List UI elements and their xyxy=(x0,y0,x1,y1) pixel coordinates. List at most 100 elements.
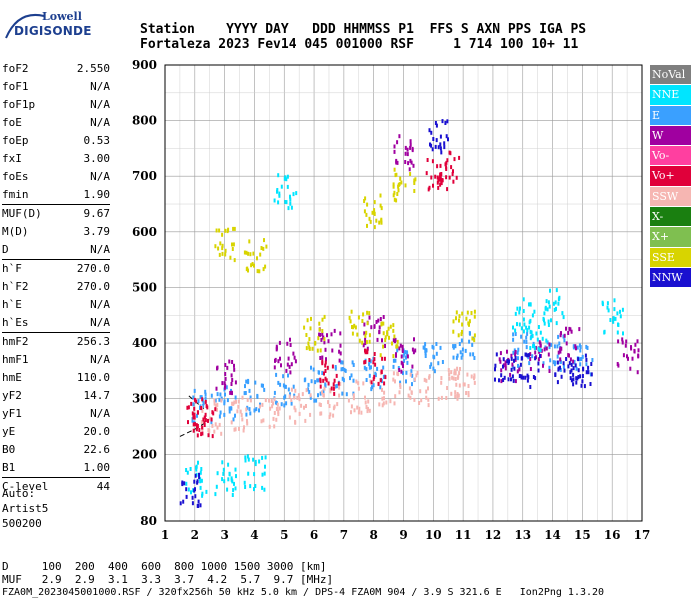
legend-item: Vo- xyxy=(650,146,691,167)
echo-point xyxy=(234,427,237,432)
echo-point xyxy=(437,361,440,366)
echo-point xyxy=(221,477,224,482)
echo-point xyxy=(531,354,534,359)
echo-point xyxy=(547,319,550,324)
echo-point xyxy=(430,130,433,135)
echo-point xyxy=(542,316,545,321)
echo-point xyxy=(498,378,500,383)
echo-point xyxy=(214,244,217,249)
echo-point xyxy=(332,406,335,411)
echo-point xyxy=(320,411,323,416)
echo-point xyxy=(321,329,324,333)
echo-point xyxy=(297,393,300,398)
echo-point xyxy=(385,400,388,405)
echo-point xyxy=(278,193,281,198)
echo-point xyxy=(278,191,281,196)
echo-point xyxy=(328,404,331,408)
echo-point xyxy=(374,371,377,376)
echo-point xyxy=(325,378,328,383)
echo-point xyxy=(569,327,572,332)
echo-point xyxy=(409,142,412,147)
echo-point xyxy=(213,398,216,403)
echo-point xyxy=(555,306,557,311)
echo-point xyxy=(412,163,415,168)
echo-point xyxy=(216,365,219,370)
echo-point xyxy=(413,178,416,183)
echo-point xyxy=(262,267,265,272)
param-key: hmF1 xyxy=(2,353,29,366)
echo-point xyxy=(435,342,438,346)
echo-point xyxy=(382,344,385,349)
param-row: h`Es N/A xyxy=(2,314,110,332)
echo-point xyxy=(277,200,280,205)
echo-point xyxy=(529,352,532,357)
echo-point xyxy=(590,362,593,366)
echo-point xyxy=(450,165,453,170)
echo-point xyxy=(381,387,383,392)
echo-point xyxy=(458,314,461,319)
echo-point xyxy=(534,356,537,361)
echo-point xyxy=(382,331,385,336)
echo-point xyxy=(210,393,213,398)
echo-point xyxy=(502,357,505,362)
echo-point xyxy=(429,364,432,369)
echo-point xyxy=(370,325,373,330)
echo-point xyxy=(517,347,520,352)
echo-point xyxy=(315,398,318,403)
distance-row: D 100 200 400 600 800 1000 1500 3000 [km… xyxy=(2,560,327,573)
echo-point xyxy=(199,485,202,490)
echo-point xyxy=(317,336,320,341)
auto-label: Auto: xyxy=(2,487,36,500)
echo-point xyxy=(192,428,195,433)
echo-point xyxy=(189,467,192,471)
echo-point xyxy=(287,387,290,392)
echo-point xyxy=(312,367,315,372)
legend-item: NoVal xyxy=(650,65,691,86)
echo-point xyxy=(512,325,514,330)
echo-point xyxy=(348,315,351,320)
echo-point xyxy=(223,412,226,417)
echo-point xyxy=(494,363,497,368)
echo-point xyxy=(263,387,266,392)
echo-point xyxy=(518,322,521,327)
echo-point xyxy=(411,373,414,378)
echo-point xyxy=(559,357,562,362)
echo-point xyxy=(193,415,196,420)
echo-point xyxy=(576,376,579,381)
echo-point xyxy=(445,396,448,400)
echo-point xyxy=(219,392,222,397)
x-tick-label: 5 xyxy=(280,528,288,542)
echo-point xyxy=(352,325,355,330)
echo-point xyxy=(432,366,435,371)
echo-point xyxy=(404,183,407,188)
echo-point xyxy=(319,391,322,396)
echo-point xyxy=(550,342,553,347)
echo-point xyxy=(322,335,325,340)
param-key: C-level xyxy=(2,480,49,493)
param-separator xyxy=(2,259,110,260)
echo-point xyxy=(380,206,383,211)
echo-point xyxy=(352,396,355,401)
echo-point xyxy=(445,134,448,139)
param-row: foEs N/A xyxy=(2,168,110,186)
echo-point xyxy=(254,484,257,488)
echo-point xyxy=(333,378,336,383)
echo-point xyxy=(459,367,461,371)
echo-point xyxy=(437,145,440,150)
echo-point xyxy=(553,307,556,312)
echo-point xyxy=(398,390,401,395)
echo-point xyxy=(230,373,233,378)
echo-point xyxy=(572,372,575,377)
echo-point xyxy=(587,370,590,375)
y-tick-label: 800 xyxy=(132,114,157,128)
echo-point xyxy=(581,354,584,359)
echo-point xyxy=(563,368,566,373)
echo-point xyxy=(251,262,254,266)
echo-point xyxy=(191,411,194,416)
echo-point xyxy=(380,217,383,222)
echo-point xyxy=(440,181,443,186)
echo-point xyxy=(362,343,365,348)
echo-point xyxy=(301,392,304,397)
echo-point xyxy=(247,251,250,256)
echo-point xyxy=(423,377,426,382)
